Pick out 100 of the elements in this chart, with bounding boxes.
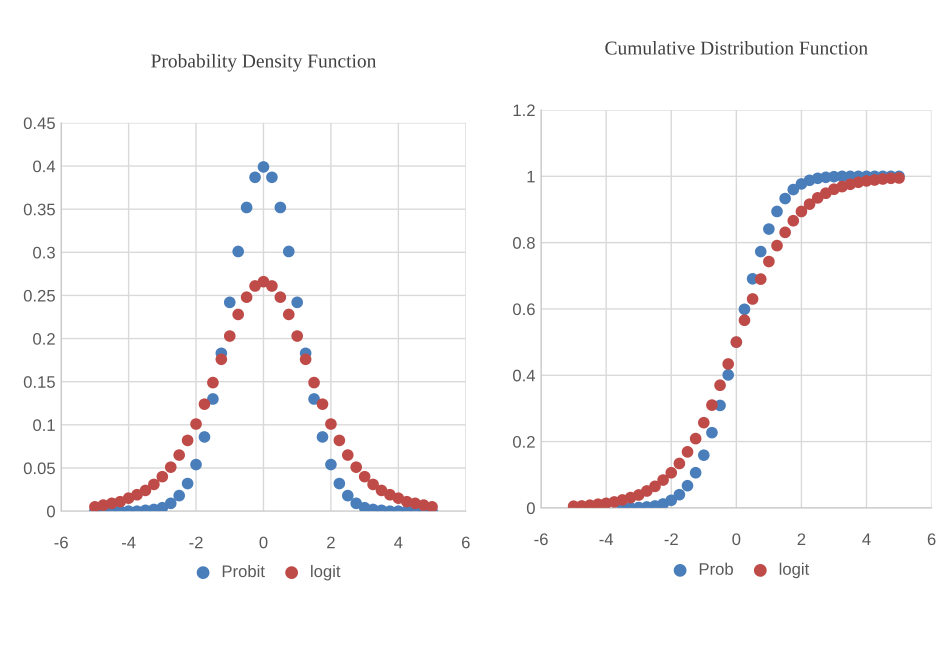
x-tick-label: 4 — [394, 536, 403, 548]
point — [763, 223, 775, 235]
point — [140, 484, 152, 496]
x-tick-label: 4 — [862, 534, 871, 545]
y-tick-label: 1 — [528, 170, 535, 182]
point — [190, 418, 202, 430]
point — [706, 399, 718, 411]
x-tick-label: 2 — [798, 533, 806, 545]
point — [754, 273, 767, 285]
point — [232, 246, 244, 258]
point — [779, 226, 791, 238]
point — [334, 434, 346, 446]
x-tick-label: -2 — [664, 533, 678, 545]
point — [173, 490, 185, 502]
point — [308, 376, 320, 388]
point — [164, 498, 177, 510]
point — [674, 488, 686, 500]
point — [367, 478, 379, 490]
point — [258, 161, 270, 173]
point — [722, 358, 734, 370]
point — [240, 291, 252, 303]
point — [156, 502, 168, 512]
point — [771, 206, 783, 218]
point — [198, 431, 210, 443]
point — [657, 474, 669, 486]
y-tick-label: 0.2 — [513, 436, 535, 448]
point — [690, 432, 702, 444]
y-tick-label: 0.3 — [33, 246, 55, 259]
point — [240, 202, 252, 214]
legend-label: logit — [780, 562, 810, 578]
point — [746, 293, 758, 305]
point — [173, 449, 185, 461]
point — [665, 466, 678, 479]
point — [334, 478, 346, 490]
chart-title: Cumulative Distribution Function — [605, 40, 868, 55]
point — [216, 353, 228, 366]
point — [706, 426, 718, 438]
point — [308, 393, 320, 405]
point — [190, 458, 202, 470]
point — [182, 478, 194, 490]
x-tick-label: 6 — [928, 533, 936, 546]
chart-title: Probability Density Function — [151, 54, 376, 72]
point — [722, 369, 734, 381]
point — [274, 202, 286, 214]
y-tick-label: 0.6 — [513, 303, 535, 316]
point — [787, 214, 800, 227]
point — [198, 398, 210, 410]
y-tick-label: 0.4 — [33, 160, 56, 172]
x-tick-label: 6 — [462, 536, 470, 548]
point — [674, 458, 686, 470]
y-tick-label: 0.4 — [513, 370, 536, 382]
point — [649, 480, 661, 492]
point — [300, 353, 312, 366]
point — [665, 494, 678, 506]
legend-label: Probit — [222, 564, 265, 578]
x-tick-label: -6 — [54, 536, 68, 548]
point — [316, 431, 328, 443]
point — [282, 246, 295, 258]
point — [342, 490, 354, 502]
point — [738, 314, 750, 326]
legend-label: logit — [311, 564, 340, 580]
point — [690, 466, 702, 479]
point — [164, 461, 177, 473]
point — [182, 434, 194, 446]
y-tick-label: 0.05 — [24, 462, 55, 474]
point — [771, 240, 783, 252]
point — [266, 171, 278, 184]
x-tick-label: -4 — [122, 536, 136, 548]
point — [291, 296, 304, 308]
point — [350, 461, 362, 473]
point — [224, 330, 236, 342]
point — [796, 206, 808, 218]
point — [266, 280, 278, 292]
y-tick-label: 0.8 — [513, 237, 535, 249]
point — [232, 308, 244, 320]
point — [682, 446, 694, 458]
point — [274, 291, 286, 303]
y-tick-label: 0 — [526, 502, 535, 514]
point — [224, 296, 236, 308]
point — [763, 256, 775, 268]
point — [207, 393, 219, 405]
point — [282, 308, 295, 320]
x-tick-label: -6 — [534, 533, 548, 546]
point — [249, 171, 261, 184]
point — [804, 198, 816, 210]
y-tick-label: 0.1 — [33, 419, 55, 432]
y-tick-label: 0.35 — [24, 204, 55, 216]
point — [738, 303, 750, 316]
x-tick-label: 2 — [327, 536, 335, 548]
point — [754, 246, 767, 258]
point — [698, 449, 710, 461]
point — [787, 184, 800, 196]
x-tick-label: 0 — [732, 533, 740, 546]
y-tick-label: 1.2 — [514, 104, 535, 116]
point — [714, 379, 726, 392]
point — [358, 470, 370, 482]
point — [148, 478, 160, 490]
point — [698, 416, 710, 428]
point — [342, 449, 354, 461]
y-tick-label: 0.45 — [24, 117, 55, 130]
